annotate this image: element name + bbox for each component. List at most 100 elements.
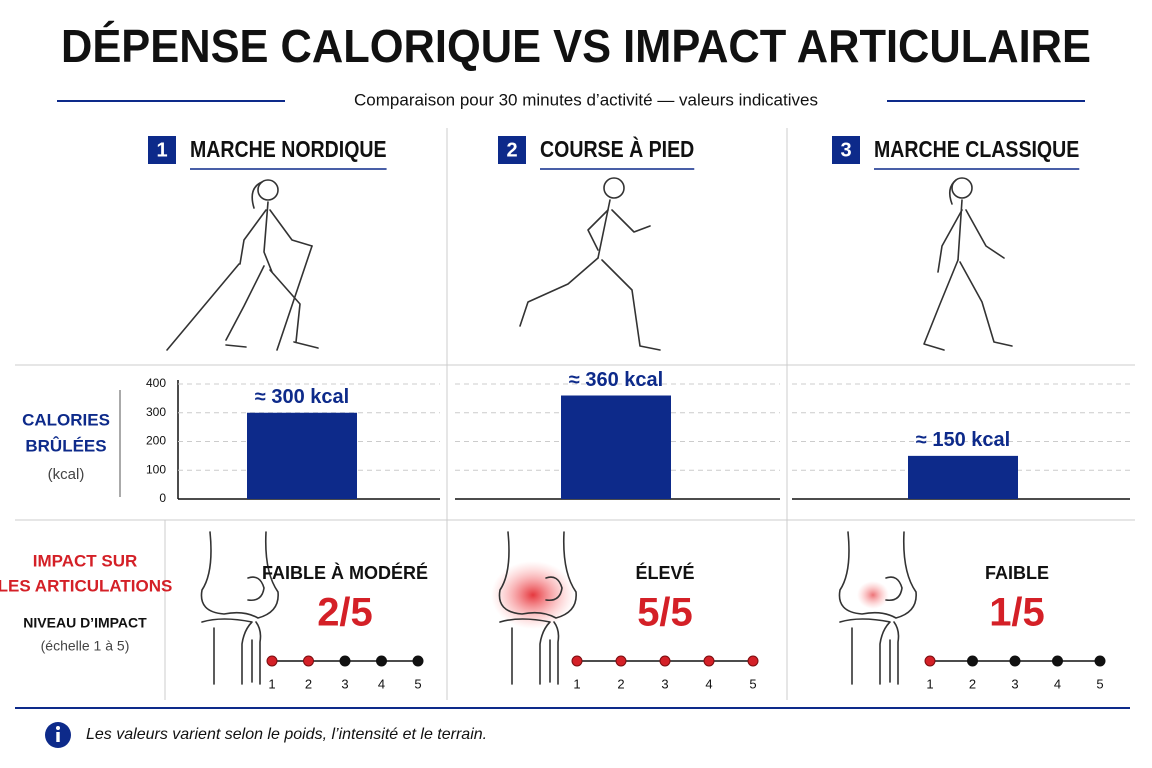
figure-line bbox=[611, 209, 651, 233]
scale-dot bbox=[571, 655, 583, 667]
activity-illustration bbox=[519, 177, 661, 351]
scale-dot bbox=[924, 655, 936, 667]
scale-dot bbox=[339, 655, 351, 667]
inflammation bbox=[857, 581, 889, 609]
scale-dot bbox=[1052, 655, 1063, 667]
column-title: COURSE À PIED bbox=[540, 135, 694, 162]
y-tick-label: 400 bbox=[146, 376, 166, 390]
scale-tick-label: 5 bbox=[414, 676, 421, 691]
scale-tick-label: 2 bbox=[969, 676, 976, 691]
y-tick-label: 0 bbox=[159, 491, 166, 505]
figure-line bbox=[957, 199, 963, 261]
column-title: MARCHE NORDIQUE bbox=[190, 136, 387, 162]
figure-line bbox=[251, 181, 263, 209]
scale-tick-label: 5 bbox=[749, 676, 756, 691]
figure-line bbox=[597, 199, 611, 259]
impact-level: FAIBLE À MODÉRÉ bbox=[262, 562, 428, 583]
subtitle: Comparaison pour 30 minutes d’activité —… bbox=[354, 90, 818, 109]
impact-level: FAIBLE bbox=[985, 563, 1049, 583]
scale-dot bbox=[615, 655, 627, 667]
scale-note: (échelle 1 à 5) bbox=[41, 638, 130, 654]
y-unit: (kcal) bbox=[48, 466, 85, 483]
figure-line bbox=[166, 263, 240, 351]
figure-line bbox=[601, 259, 661, 351]
scale-tick-label: 2 bbox=[305, 676, 312, 691]
bone-outline bbox=[247, 576, 265, 602]
scale-dot bbox=[1009, 655, 1021, 667]
impact-score: 5/5 bbox=[637, 591, 693, 635]
impact-score: 2/5 bbox=[317, 591, 373, 635]
scale-tick-label: 3 bbox=[341, 676, 348, 691]
y-tick-label: 100 bbox=[146, 462, 166, 476]
scale-dot bbox=[412, 655, 424, 667]
figure-line bbox=[269, 269, 301, 343]
value-label: ≈ 300 kcal bbox=[255, 386, 349, 408]
scale-tick-label: 4 bbox=[705, 676, 712, 691]
column-number: 3 bbox=[840, 139, 851, 161]
bar bbox=[561, 395, 671, 499]
bone-outline bbox=[200, 531, 279, 619]
figure-line bbox=[276, 245, 313, 351]
scale-dot bbox=[303, 655, 314, 667]
activity-illustration bbox=[923, 177, 1013, 351]
figure-line bbox=[225, 344, 247, 348]
column-title: MARCHE CLASSIQUE bbox=[874, 136, 1079, 162]
column-number: 2 bbox=[506, 139, 517, 161]
number-box bbox=[148, 136, 176, 164]
scale-dot bbox=[659, 655, 671, 667]
bone-outline bbox=[885, 576, 903, 602]
scale-tick-label: 3 bbox=[661, 676, 668, 691]
bone-outline bbox=[893, 621, 900, 685]
y-label: BRÛLÉES bbox=[25, 436, 106, 455]
scale-dot bbox=[1094, 655, 1106, 667]
figure-line bbox=[587, 209, 609, 251]
scale-tick-label: 5 bbox=[1096, 676, 1103, 691]
scale-dot bbox=[747, 655, 759, 667]
bone-outline bbox=[838, 531, 917, 619]
scale-dot bbox=[703, 655, 715, 667]
column-number: 1 bbox=[156, 139, 167, 161]
figure-line bbox=[959, 261, 1013, 347]
impact-level: ÉLEVÉ bbox=[635, 562, 694, 583]
bar bbox=[908, 455, 1018, 499]
figure-line bbox=[269, 209, 313, 247]
activity-illustration bbox=[166, 179, 319, 351]
y-tick-label: 300 bbox=[146, 405, 166, 419]
figure-head bbox=[603, 177, 625, 199]
figure-line bbox=[937, 209, 963, 273]
figure-line bbox=[239, 209, 267, 265]
bone-outline bbox=[839, 618, 891, 685]
scale-tick-label: 4 bbox=[1054, 676, 1061, 691]
knee-illustration bbox=[491, 531, 577, 685]
value-label: ≈ 150 kcal bbox=[916, 429, 1010, 451]
scale-tick-label: 4 bbox=[378, 676, 385, 691]
scale-tick-label: 1 bbox=[268, 676, 275, 691]
figure-line bbox=[948, 179, 957, 205]
info-icon bbox=[45, 722, 71, 748]
value-label: ≈ 360 kcal bbox=[569, 369, 663, 391]
bar bbox=[247, 412, 357, 499]
figure-line bbox=[519, 257, 599, 327]
bone-outline bbox=[553, 621, 560, 685]
scale-tick-label: 1 bbox=[573, 676, 580, 691]
figure-line bbox=[923, 259, 959, 351]
figure-head bbox=[257, 179, 279, 201]
knee-illustration bbox=[838, 531, 917, 685]
footer-note: Les valeurs varient selon le poids, l’in… bbox=[86, 726, 487, 743]
figure-line bbox=[263, 201, 273, 273]
impact-label: LES ARTICULATIONS bbox=[0, 576, 172, 595]
impact-sublabel: NIVEAU D’IMPACT bbox=[23, 615, 147, 631]
figure-line bbox=[965, 209, 1005, 259]
number-box bbox=[498, 136, 526, 164]
scale-dot bbox=[376, 655, 387, 667]
title: DÉPENSE CALORIQUE VS IMPACT ARTICULAIRE bbox=[61, 20, 1091, 72]
scale-tick-label: 2 bbox=[617, 676, 624, 691]
scale-tick-label: 1 bbox=[926, 676, 933, 691]
bone-outline bbox=[545, 576, 563, 602]
y-label: CALORIES bbox=[22, 410, 110, 429]
figure-line bbox=[225, 265, 265, 341]
bone-outline bbox=[201, 618, 253, 685]
scale-tick-label: 3 bbox=[1011, 676, 1018, 691]
